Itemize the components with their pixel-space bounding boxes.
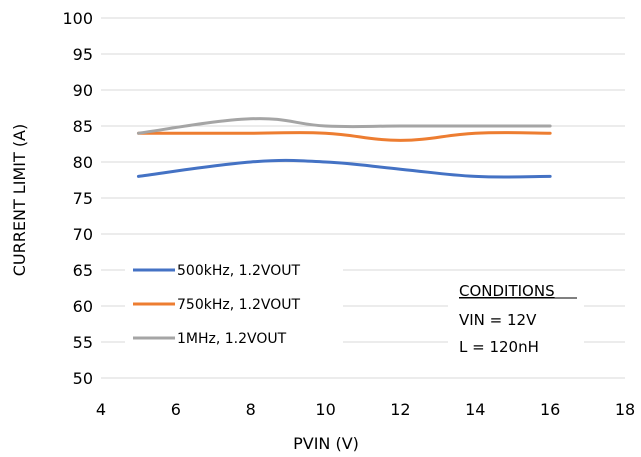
y-tick-label: 50 xyxy=(73,369,93,388)
x-tick-label: 16 xyxy=(540,400,560,419)
x-tick-label: 14 xyxy=(465,400,485,419)
legend-label: 1MHz, 1.2VOUT xyxy=(177,331,287,347)
legend-label: 750kHz, 1.2VOUT xyxy=(177,297,300,313)
legend: 500kHz, 1.2VOUT 750kHz, 1.2VOUT 1MHz, 1.2V… xyxy=(125,255,343,353)
y-tick-label: 55 xyxy=(73,333,93,352)
conditions-box: CONDITIONS VIN = 12V L = 120nH xyxy=(448,271,584,365)
legend-label: 500kHz, 1.2VOUT xyxy=(177,263,300,279)
y-axis-label: CURRENT LIMIT (A) xyxy=(10,124,29,277)
x-tick-label: 6 xyxy=(171,400,181,419)
conditions-background xyxy=(448,271,584,365)
series-line-2 xyxy=(136,117,552,135)
x-tick-label: 4 xyxy=(96,400,106,419)
conditions-line-l: L = 120nH xyxy=(459,338,539,356)
y-tick-label: 65 xyxy=(73,261,93,280)
series-lines xyxy=(136,117,552,179)
y-tick-label: 85 xyxy=(73,117,93,136)
conditions-title: CONDITIONS xyxy=(459,282,555,300)
y-tick-label: 90 xyxy=(73,81,93,100)
y-tick-label: 70 xyxy=(73,225,93,244)
x-tick-label: 8 xyxy=(246,400,256,419)
y-tick-label: 95 xyxy=(73,45,93,64)
series-line-1 xyxy=(136,131,552,142)
y-tick-label: 80 xyxy=(73,153,93,172)
x-tick-label: 10 xyxy=(315,400,335,419)
x-axis-ticks: 4 6 8 10 12 14 16 18 xyxy=(96,400,635,419)
x-axis-label: PVIN (V) xyxy=(293,434,359,453)
y-axis-ticks: 50 55 60 65 70 75 80 85 90 95 100 xyxy=(62,9,93,388)
conditions-line-vin: VIN = 12V xyxy=(459,311,537,329)
y-tick-label: 100 xyxy=(62,9,93,28)
x-tick-label: 18 xyxy=(615,400,635,419)
y-tick-label: 75 xyxy=(73,189,93,208)
series-line-0 xyxy=(136,158,552,179)
x-tick-label: 12 xyxy=(390,400,410,419)
y-tick-label: 60 xyxy=(73,297,93,316)
